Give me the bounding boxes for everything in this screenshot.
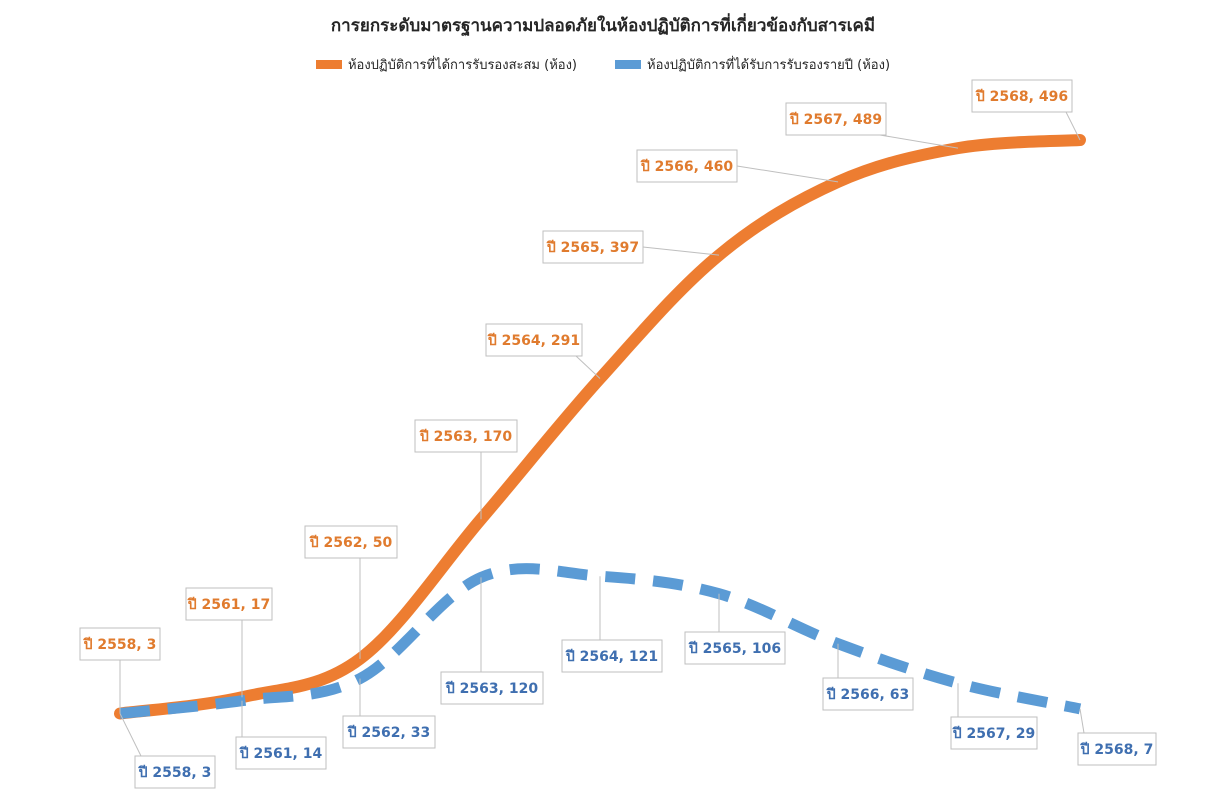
legend-item-cumulative: ห้องปฏิบัติการที่ได้การรับรองสะสม (ห้อง) — [315, 54, 578, 75]
data-label-annual: ปี 2558, 3 — [137, 765, 211, 781]
data-label-cumulative: ปี 2562, 50 — [308, 535, 392, 551]
legend-swatch-cumulative — [315, 60, 342, 69]
data-label-box — [542, 230, 644, 264]
data-label-cumulative: ปี 2567, 489 — [788, 112, 882, 128]
data-label-box — [342, 715, 436, 749]
data-label-cumulative: ปี 2561, 17 — [186, 597, 270, 613]
data-label-annual: ปี 2567, 29 — [951, 726, 1035, 742]
data-label-box — [684, 631, 786, 665]
data-label-cumulative: ปี 2568, 496 — [974, 89, 1068, 105]
leader-line — [119, 713, 142, 757]
data-label-box — [304, 525, 398, 559]
data-label-cumulative: ปี 2558, 3 — [82, 637, 156, 653]
legend-swatch-annual — [615, 60, 642, 69]
legend: ห้องปฏิบัติการที่ได้การรับรองสะสม (ห้อง)… — [0, 54, 1206, 75]
data-label-box — [134, 755, 216, 789]
data-label-annual: ปี 2566, 63 — [825, 687, 909, 703]
data-label-annual: ปี 2561, 14 — [238, 746, 322, 762]
legend-label-annual: ห้องปฏิบัติการที่ได้รับการรับรองรายปี (ห… — [647, 58, 891, 73]
series-line-annual — [119, 563, 1082, 719]
data-label-box — [414, 419, 518, 453]
data-label-box — [185, 587, 273, 621]
data-label-box — [822, 677, 914, 711]
leader-line — [642, 246, 720, 256]
data-label-cumulative: ปี 2563, 170 — [418, 429, 512, 445]
legend-item-annual: ห้องปฏิบัติการที่ได้รับการรับรองรายปี (ห… — [615, 54, 890, 75]
chart-title: การยกระดับมาตรฐานความปลอดภัยในห้องปฏิบัต… — [330, 16, 876, 36]
leader-line — [1079, 708, 1085, 734]
data-label-box — [235, 736, 327, 770]
data-label-box — [440, 671, 544, 705]
legend-label-cumulative: ห้องปฏิบัติการที่ได้การรับรองสะสม (ห้อง) — [347, 58, 578, 73]
data-label-annual: ปี 2563, 120 — [444, 681, 538, 697]
data-label-annual: ปี 2564, 121 — [564, 649, 658, 665]
data-label-annual: ปี 2568, 7 — [1079, 742, 1153, 758]
data-label-cumulative: ปี 2565, 397 — [545, 240, 639, 256]
data-label-box — [485, 323, 583, 357]
series-line-cumulative — [114, 134, 1086, 720]
leader-line — [736, 165, 839, 183]
data-label-annual: ปี 2565, 106 — [687, 641, 781, 657]
data-label-cumulative: ปี 2566, 460 — [639, 159, 733, 175]
leader-line — [879, 134, 959, 149]
data-label-box — [79, 627, 161, 661]
data-label-box — [1077, 732, 1157, 766]
leader-line — [575, 355, 601, 379]
data-label-annual: ปี 2562, 33 — [346, 725, 430, 741]
data-label-box — [636, 149, 738, 183]
data-label-box — [971, 79, 1073, 113]
data-label-box — [785, 102, 887, 136]
leader-line — [1065, 111, 1081, 141]
data-label-cumulative: ปี 2564, 291 — [486, 333, 580, 349]
data-label-box — [950, 716, 1038, 750]
data-label-box — [561, 639, 663, 673]
